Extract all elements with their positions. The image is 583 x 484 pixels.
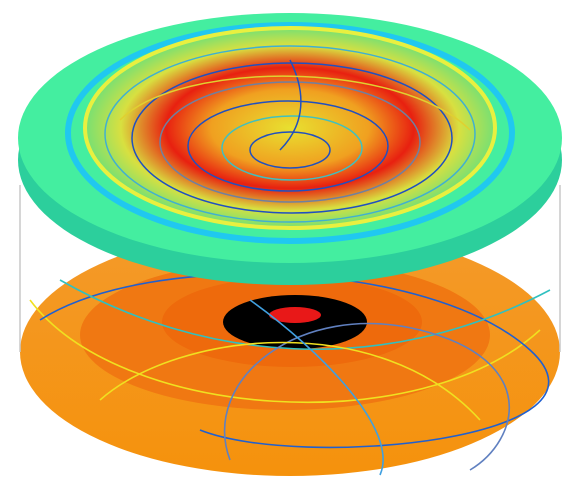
ring-inner-edge (83, 26, 497, 230)
hot-spot (269, 307, 321, 323)
streamline (249, 131, 331, 169)
ring-band (65, 22, 515, 244)
streamline (99, 341, 481, 421)
streamline (279, 59, 302, 151)
streamline (221, 115, 363, 181)
streamline (223, 322, 510, 471)
streamline (59, 279, 551, 351)
streamline (29, 299, 541, 404)
streamline (159, 81, 421, 203)
streamline (104, 45, 476, 223)
streamline (119, 75, 471, 131)
upper-streamlines (104, 45, 476, 223)
streamline (187, 100, 389, 192)
streamline (249, 299, 384, 476)
lower-streamlines (29, 273, 551, 476)
inner-disk (85, 28, 495, 228)
streamline (39, 273, 550, 449)
